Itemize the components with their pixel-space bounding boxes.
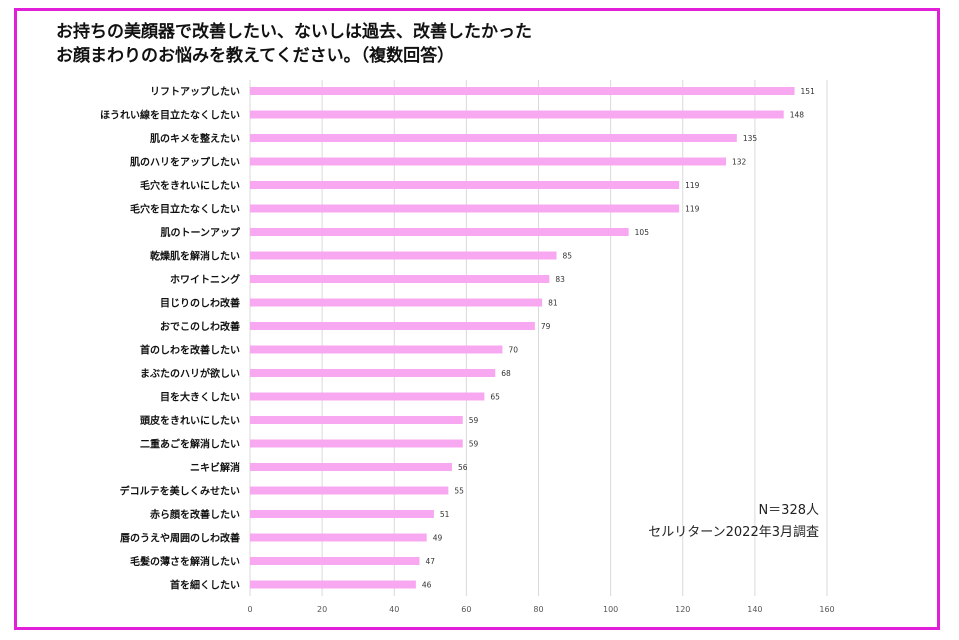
data-label: 151 bbox=[801, 87, 816, 96]
bar bbox=[250, 157, 727, 166]
bar bbox=[250, 204, 680, 213]
data-label: 47 bbox=[425, 557, 435, 566]
x-tick-label: 160 bbox=[819, 605, 834, 614]
x-tick-label: 100 bbox=[603, 605, 618, 614]
category-label: リフトアップしたい bbox=[150, 85, 240, 98]
data-label: 65 bbox=[490, 393, 500, 402]
category-label: 赤ら顔を改善したい bbox=[150, 508, 240, 521]
data-label: 51 bbox=[440, 510, 450, 519]
data-label: 55 bbox=[454, 487, 464, 496]
data-label: 70 bbox=[508, 346, 518, 355]
bar bbox=[250, 298, 543, 307]
data-label: 148 bbox=[790, 111, 805, 120]
bar bbox=[250, 439, 463, 448]
bar bbox=[250, 486, 449, 495]
category-label: 頭皮をきれいにしたい bbox=[140, 414, 240, 427]
data-label: 105 bbox=[635, 228, 650, 237]
bar bbox=[250, 228, 629, 236]
data-label: 79 bbox=[541, 322, 551, 331]
title-line-1: お持ちの美顔器で改善したい、ないしは過去、改善したかった bbox=[56, 22, 532, 42]
x-tick-label: 120 bbox=[675, 605, 690, 614]
x-tick-label: 40 bbox=[389, 605, 399, 614]
sample-size: N＝328人 bbox=[758, 503, 819, 518]
category-label: 毛髪の薄さを解消したい bbox=[130, 555, 240, 568]
data-label: 135 bbox=[743, 134, 758, 143]
bar bbox=[250, 533, 427, 542]
data-label: 119 bbox=[685, 181, 700, 190]
category-label: デコルテを美しくみせたい bbox=[120, 485, 240, 498]
bar bbox=[250, 345, 503, 354]
bar bbox=[250, 134, 737, 142]
survey-source: セルリターン2022年3月調査 bbox=[648, 525, 819, 540]
data-label: 81 bbox=[548, 299, 558, 308]
bar bbox=[250, 110, 784, 119]
category-label: おでこのしわ改善 bbox=[160, 320, 240, 333]
category-label: 肌のトーンアップ bbox=[161, 226, 241, 239]
x-tick-label: 80 bbox=[533, 605, 543, 614]
category-label: ニキビ解消 bbox=[190, 461, 240, 474]
bar bbox=[250, 510, 434, 518]
category-label: 目を大きくしたい bbox=[160, 391, 240, 404]
x-tick-label: 0 bbox=[247, 605, 252, 614]
bar bbox=[250, 275, 550, 283]
x-tick-label: 60 bbox=[461, 605, 471, 614]
category-label: 二重あごを解消したい bbox=[140, 438, 240, 451]
bar bbox=[250, 392, 485, 401]
category-label: 肌のキメを整えたい bbox=[150, 132, 240, 145]
data-label: 59 bbox=[469, 416, 479, 425]
bar bbox=[250, 416, 463, 424]
bar bbox=[250, 580, 416, 589]
data-label: 132 bbox=[732, 158, 747, 167]
x-tick-label: 20 bbox=[317, 605, 327, 614]
bar bbox=[250, 181, 680, 189]
category-label: 乾燥肌を解消したい bbox=[150, 250, 240, 263]
data-label: 59 bbox=[469, 440, 479, 449]
data-label: 68 bbox=[501, 369, 511, 378]
data-label: 49 bbox=[433, 534, 443, 543]
data-label: 83 bbox=[555, 275, 565, 284]
bar bbox=[250, 557, 420, 565]
category-label: まぶたのハリが欲しい bbox=[140, 367, 240, 380]
category-label: ホワイトニング bbox=[170, 273, 240, 286]
category-label: ほうれい線を目立たなくしたい bbox=[100, 109, 240, 122]
category-label: 首のしわを改善したい bbox=[140, 344, 240, 357]
category-label: 肌のハリをアップしたい bbox=[130, 156, 240, 169]
survey-note: N＝328人 セルリターン2022年3月調査 bbox=[648, 500, 819, 544]
bar bbox=[250, 369, 496, 377]
bar bbox=[250, 87, 795, 95]
data-label: 119 bbox=[685, 205, 700, 214]
bar bbox=[250, 251, 557, 260]
category-label: 毛穴を目立たなくしたい bbox=[130, 203, 240, 216]
category-label: 首を細くしたい bbox=[170, 579, 240, 592]
category-label: 毛穴をきれいにしたい bbox=[140, 179, 240, 192]
data-label: 85 bbox=[563, 252, 573, 261]
bar bbox=[250, 322, 535, 330]
bar bbox=[250, 463, 452, 471]
chart-title: お持ちの美顔器で改善したい、ないしは過去、改善したかった お顔まわりのお悩みを教… bbox=[56, 20, 532, 68]
category-label: 唇のうえや周囲のしわ改善 bbox=[120, 532, 240, 545]
data-label: 56 bbox=[458, 463, 468, 472]
x-tick-label: 140 bbox=[747, 605, 762, 614]
title-line-2: お顔まわりのお悩みを教えてください。（複数回答） bbox=[56, 46, 455, 66]
category-label: 目じりのしわ改善 bbox=[160, 297, 240, 310]
data-label: 46 bbox=[422, 581, 432, 590]
